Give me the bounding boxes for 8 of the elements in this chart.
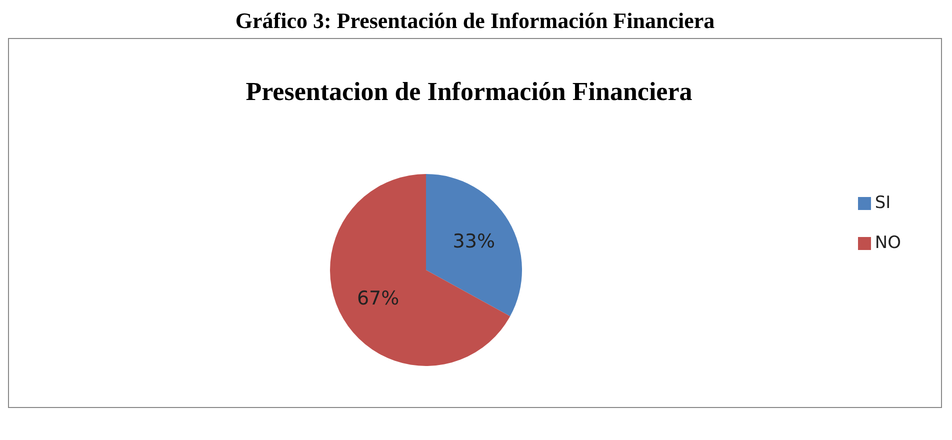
chart-title: Gráfico 3: Presentación de Información Financiera	[234, 8, 716, 35]
data-label: 67%	[356, 287, 400, 310]
data-label: 33%	[452, 230, 496, 253]
legend-label: SI	[874, 193, 891, 213]
pie-slice	[426, 174, 522, 316]
legend-label: NO	[874, 233, 901, 253]
pie-slice	[330, 174, 510, 366]
chart-subtitle: Presentacion de Información Financiera	[244, 77, 694, 107]
